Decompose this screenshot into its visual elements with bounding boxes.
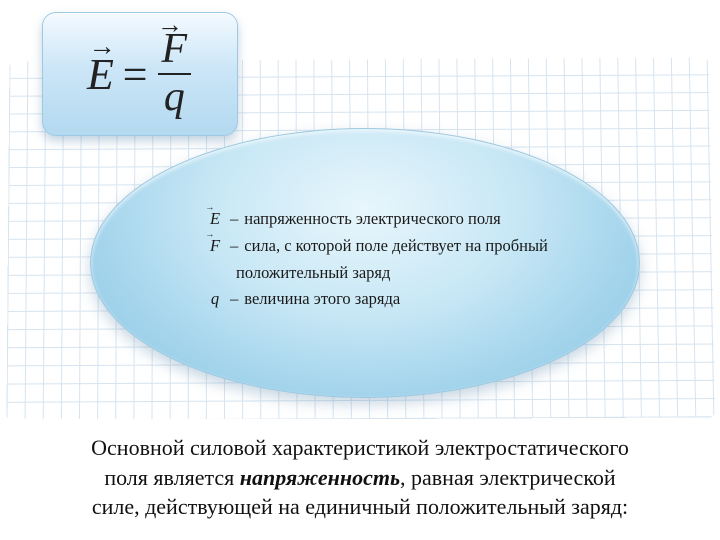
formula-box: E = F q xyxy=(42,12,238,136)
formula-equals: = xyxy=(120,49,150,100)
symbol-f: F xyxy=(204,234,226,259)
formula: E = F q xyxy=(87,29,193,119)
caption-text: Основной силовой характеристикой электро… xyxy=(0,419,720,540)
definition-f-text-l1: сила, с которой поле действует на пробны… xyxy=(244,234,624,259)
caption-line2-post: , равная электрической xyxy=(400,465,616,490)
definition-q: q – величина этого заряда xyxy=(204,287,624,312)
definition-f: F – сила, с которой поле действует на пр… xyxy=(204,234,624,259)
definition-f-line2: положительный заряд xyxy=(204,261,624,286)
caption-emph: напряженность xyxy=(240,465,400,490)
formula-lhs: E xyxy=(87,49,114,100)
definition-e: E – напряженность электрического поля xyxy=(204,207,624,232)
dash-icon: – xyxy=(230,287,238,312)
formula-fraction: F q xyxy=(156,29,194,119)
dash-icon: – xyxy=(230,234,238,259)
caption-line1: Основной силовой характеристикой электро… xyxy=(91,435,629,460)
definition-e-text: напряженность электрического поля xyxy=(244,207,624,232)
symbol-q: q xyxy=(204,287,226,312)
dash-icon: – xyxy=(230,207,238,232)
caption-line3: силе, действующей на единичный положител… xyxy=(92,494,628,519)
formula-denominator: q xyxy=(158,73,191,119)
definition-f-text-l2: положительный заряд xyxy=(236,261,624,286)
definitions-block: E – напряженность электрического поля F … xyxy=(204,207,624,314)
formula-numerator: F xyxy=(156,29,194,73)
definition-q-text: величина этого заряда xyxy=(244,287,624,312)
caption-line2-pre: поля является xyxy=(104,465,239,490)
